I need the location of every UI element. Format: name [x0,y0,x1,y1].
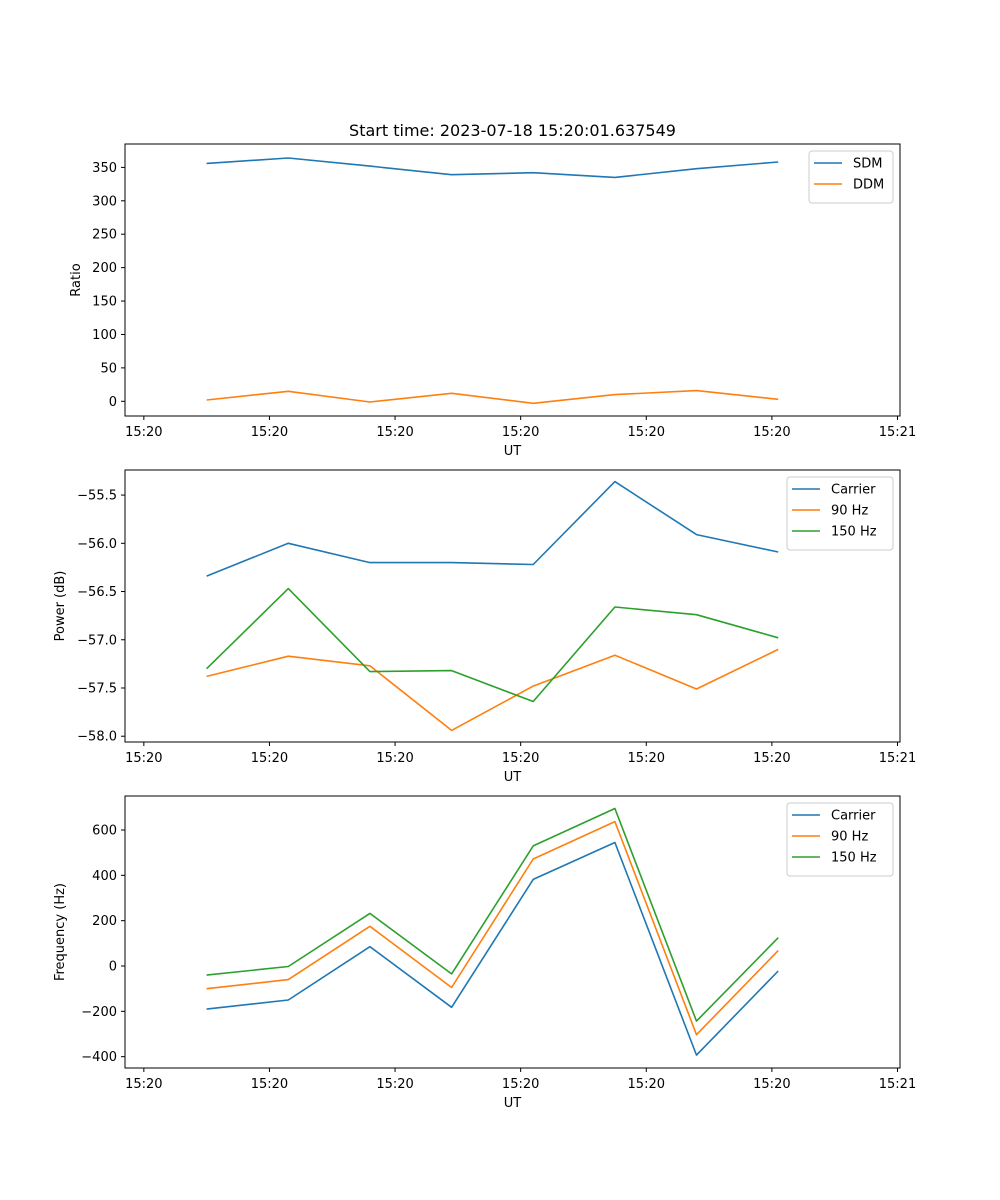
legend: Carrier 90 Hz 150 Hz [786,802,894,877]
plots-container: 15:20 15:20 15:20 15:20 15:20 15:20 15:21 0 50 10… [53,143,916,1111]
y-tick-label: 0 [109,960,117,975]
x-tick-label: 15:20 [628,751,665,766]
legend-label: DDM [853,178,884,193]
y-tick-label: 300 [92,194,117,209]
y-tick-label: 250 [92,228,117,243]
x-axis-label: UT [504,770,522,785]
y-tick-label: 200 [92,261,117,276]
y-axis-label: Frequency (Hz) [53,883,68,981]
x-axis-label: UT [504,1096,522,1111]
x-tick-label: 15:20 [125,1077,162,1092]
legend-label: 90 Hz [831,830,868,845]
legend-label: 150 Hz [831,525,877,540]
x-tick-label: 15:21 [879,1077,916,1092]
axes-frame [124,143,901,417]
x-tick-label: 15:20 [251,1077,288,1092]
x-tick-label: 15:20 [628,1077,665,1092]
series-line-90-hz [206,820,779,1036]
y-tick-label: 400 [92,869,117,884]
x-tick-label: 15:21 [879,751,916,766]
series-line-ddm [206,389,779,405]
y-tick-label: −200 [81,1005,117,1020]
legend: Carrier 90 Hz 150 Hz [786,476,894,551]
y-tick-label: 600 [92,824,117,839]
x-tick-label: 15:20 [628,425,665,440]
x-tick-label: 15:20 [376,751,413,766]
subplot-3: 15:20 15:20 15:20 15:20 15:20 15:20 15:21 −400 −… [53,795,916,1111]
legend-label: Carrier [831,809,876,824]
legend-label: 90 Hz [831,504,868,519]
axes-frame [124,469,901,743]
x-tick-label: 15:20 [502,1077,539,1092]
y-tick-label: 50 [100,361,117,376]
y-tick-label: 100 [92,328,117,343]
x-tick-label: 15:20 [753,1077,790,1092]
subplot-2: 15:20 15:20 15:20 15:20 15:20 15:20 15:21 −58.0… [53,469,916,785]
legend-label: Carrier [831,483,876,498]
y-tick-label: −57.0 [77,633,117,648]
y-tick-label: 150 [92,295,117,310]
x-tick-label: 15:20 [376,425,413,440]
legend-box [808,150,894,204]
y-tick-label: −400 [81,1050,117,1065]
x-tick-label: 15:20 [753,751,790,766]
subplot-1: 15:20 15:20 15:20 15:20 15:20 15:20 15:21 0 50 10… [69,143,916,459]
x-tick-label: 15:20 [753,425,790,440]
y-tick-label: −56.0 [77,537,117,552]
y-tick-label: 0 [109,395,117,410]
x-tick-label: 15:21 [879,425,916,440]
y-axis-label: Ratio [69,263,84,296]
x-tick-label: 15:20 [125,751,162,766]
legend: SDM DDM [808,150,894,204]
x-tick-label: 15:20 [502,751,539,766]
x-tick-label: 15:20 [251,425,288,440]
x-axis-label: UT [504,444,522,459]
y-tick-label: −55.5 [77,489,117,504]
legend-label: 150 Hz [831,851,877,866]
y-tick-label: 200 [92,914,117,929]
x-tick-label: 15:20 [502,425,539,440]
legend-label: SDM [853,157,882,172]
series-line-carrier [206,480,779,577]
y-tick-label: −58.0 [77,730,117,745]
series-line-150-hz [206,587,779,703]
x-tick-label: 15:20 [125,425,162,440]
y-tick-label: −57.5 [77,681,117,696]
series-line-90-hz [206,648,779,732]
figure-title: Start time: 2023-07-18 15:20:01.637549 [349,121,676,140]
y-axis-label: Power (dB) [53,571,68,642]
series-line-sdm [206,157,779,179]
series-line-150-hz [206,807,779,1022]
series-line-carrier [206,841,779,1056]
x-tick-label: 15:20 [376,1077,413,1092]
y-tick-label: 350 [92,161,117,176]
axes-frame [124,795,901,1069]
y-tick-label: −56.5 [77,585,117,600]
x-tick-label: 15:20 [251,751,288,766]
